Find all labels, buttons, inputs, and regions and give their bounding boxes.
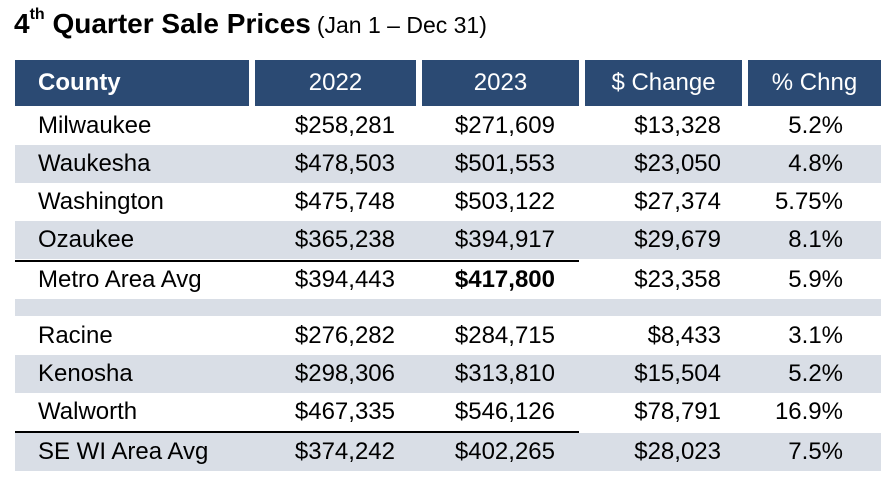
table-row-ozaukee: Ozaukee $365,238 $394,917 $29,679 8.1% bbox=[15, 221, 881, 259]
value-2022-cell: $374,242 bbox=[294, 438, 395, 465]
header-pct-change: % Chng bbox=[748, 60, 881, 106]
value-2022-cell: $467,335 bbox=[294, 398, 395, 425]
county-cell: Waukesha bbox=[38, 150, 151, 177]
table-spacer-row bbox=[15, 299, 881, 316]
value-2023-cell: $284,715 bbox=[454, 322, 555, 349]
table-row-racine: Racine $276,282 $284,715 $8,433 3.1% bbox=[15, 317, 881, 355]
county-cell: Kenosha bbox=[38, 360, 133, 387]
pct-change-cell: 5.9% bbox=[788, 266, 843, 293]
pct-change-cell: 3.1% bbox=[788, 322, 843, 349]
county-cell: Ozaukee bbox=[38, 226, 135, 253]
value-2023-cell: $402,265 bbox=[454, 438, 555, 465]
header-2023: 2023 bbox=[422, 60, 579, 106]
dollar-change-cell: $78,791 bbox=[634, 398, 721, 425]
table-row-kenosha: Kenosha $298,306 $313,810 $15,504 5.2% bbox=[15, 355, 881, 393]
dollar-change-cell: $23,358 bbox=[634, 266, 721, 293]
pct-change-cell: 16.9% bbox=[774, 398, 843, 425]
value-2023-cell: $394,917 bbox=[454, 226, 555, 253]
se-wi-divider-line bbox=[15, 431, 579, 433]
pct-change-cell: 5.2% bbox=[788, 360, 843, 387]
title-date-range: (Jan 1 – Dec 31) bbox=[316, 12, 487, 38]
pct-change-cell: 5.75% bbox=[774, 188, 843, 215]
dollar-change-cell: $8,433 bbox=[647, 322, 721, 349]
value-2022-cell: $276,282 bbox=[294, 322, 395, 349]
value-2022-cell: $258,281 bbox=[294, 112, 395, 139]
value-2022-cell: $394,443 bbox=[294, 266, 395, 293]
dollar-change-cell: $13,328 bbox=[634, 112, 721, 139]
value-2023-cell: $501,553 bbox=[454, 150, 555, 177]
table-row-walworth: Walworth $467,335 $546,126 $78,791 16.9% bbox=[15, 393, 881, 431]
table-row-se-wi-avg: SE WI Area Avg $374,242 $402,265 $28,023… bbox=[15, 433, 881, 471]
county-cell: Walworth bbox=[38, 398, 138, 425]
county-cell: Washington bbox=[38, 188, 164, 215]
value-2022-cell: $298,306 bbox=[294, 360, 395, 387]
value-2023-cell: $271,609 bbox=[454, 112, 555, 139]
value-2022-cell: $478,503 bbox=[294, 150, 395, 177]
county-cell: SE WI Area Avg bbox=[38, 438, 209, 465]
pct-change-cell: 4.8% bbox=[788, 150, 843, 177]
dollar-change-cell: $29,679 bbox=[634, 226, 721, 253]
value-2022-cell: $475,748 bbox=[294, 188, 395, 215]
dollar-change-cell: $27,374 bbox=[634, 188, 721, 215]
title-main: 4th Quarter Sale Prices bbox=[14, 6, 311, 39]
value-2023-cell: $503,122 bbox=[454, 188, 555, 215]
header-county: County bbox=[15, 60, 249, 106]
table-row-washington: Washington $475,748 $503,122 $27,374 5.7… bbox=[15, 183, 881, 221]
dollar-change-cell: $23,050 bbox=[634, 150, 721, 177]
value-2023-cell: $313,810 bbox=[454, 360, 555, 387]
value-2023-cell: $546,126 bbox=[454, 398, 555, 425]
header-dollar-change: $ Change bbox=[585, 60, 742, 106]
table-row-metro-avg: Metro Area Avg $394,443 $417,800 $23,358… bbox=[15, 261, 881, 299]
value-2022-cell: $365,238 bbox=[294, 226, 395, 253]
header-2022: 2022 bbox=[255, 60, 416, 106]
pct-change-cell: 5.2% bbox=[788, 112, 843, 139]
table-title: 4th Quarter Sale Prices (Jan 1 – Dec 31) bbox=[14, 6, 487, 52]
metro-divider-line bbox=[15, 260, 579, 262]
county-cell: Racine bbox=[38, 322, 113, 349]
pct-change-cell: 7.5% bbox=[788, 438, 843, 465]
county-cell: Metro Area Avg bbox=[38, 266, 202, 293]
value-2023-cell: $417,800 bbox=[454, 266, 555, 293]
table-row-waukesha: Waukesha $478,503 $501,553 $23,050 4.8% bbox=[15, 145, 881, 183]
table-row-milwaukee: Milwaukee $258,281 $271,609 $13,328 5.2% bbox=[15, 107, 881, 145]
pct-change-cell: 8.1% bbox=[788, 226, 843, 253]
dollar-change-cell: $15,504 bbox=[634, 360, 721, 387]
county-cell: Milwaukee bbox=[38, 112, 152, 139]
dollar-change-cell: $28,023 bbox=[634, 438, 721, 465]
